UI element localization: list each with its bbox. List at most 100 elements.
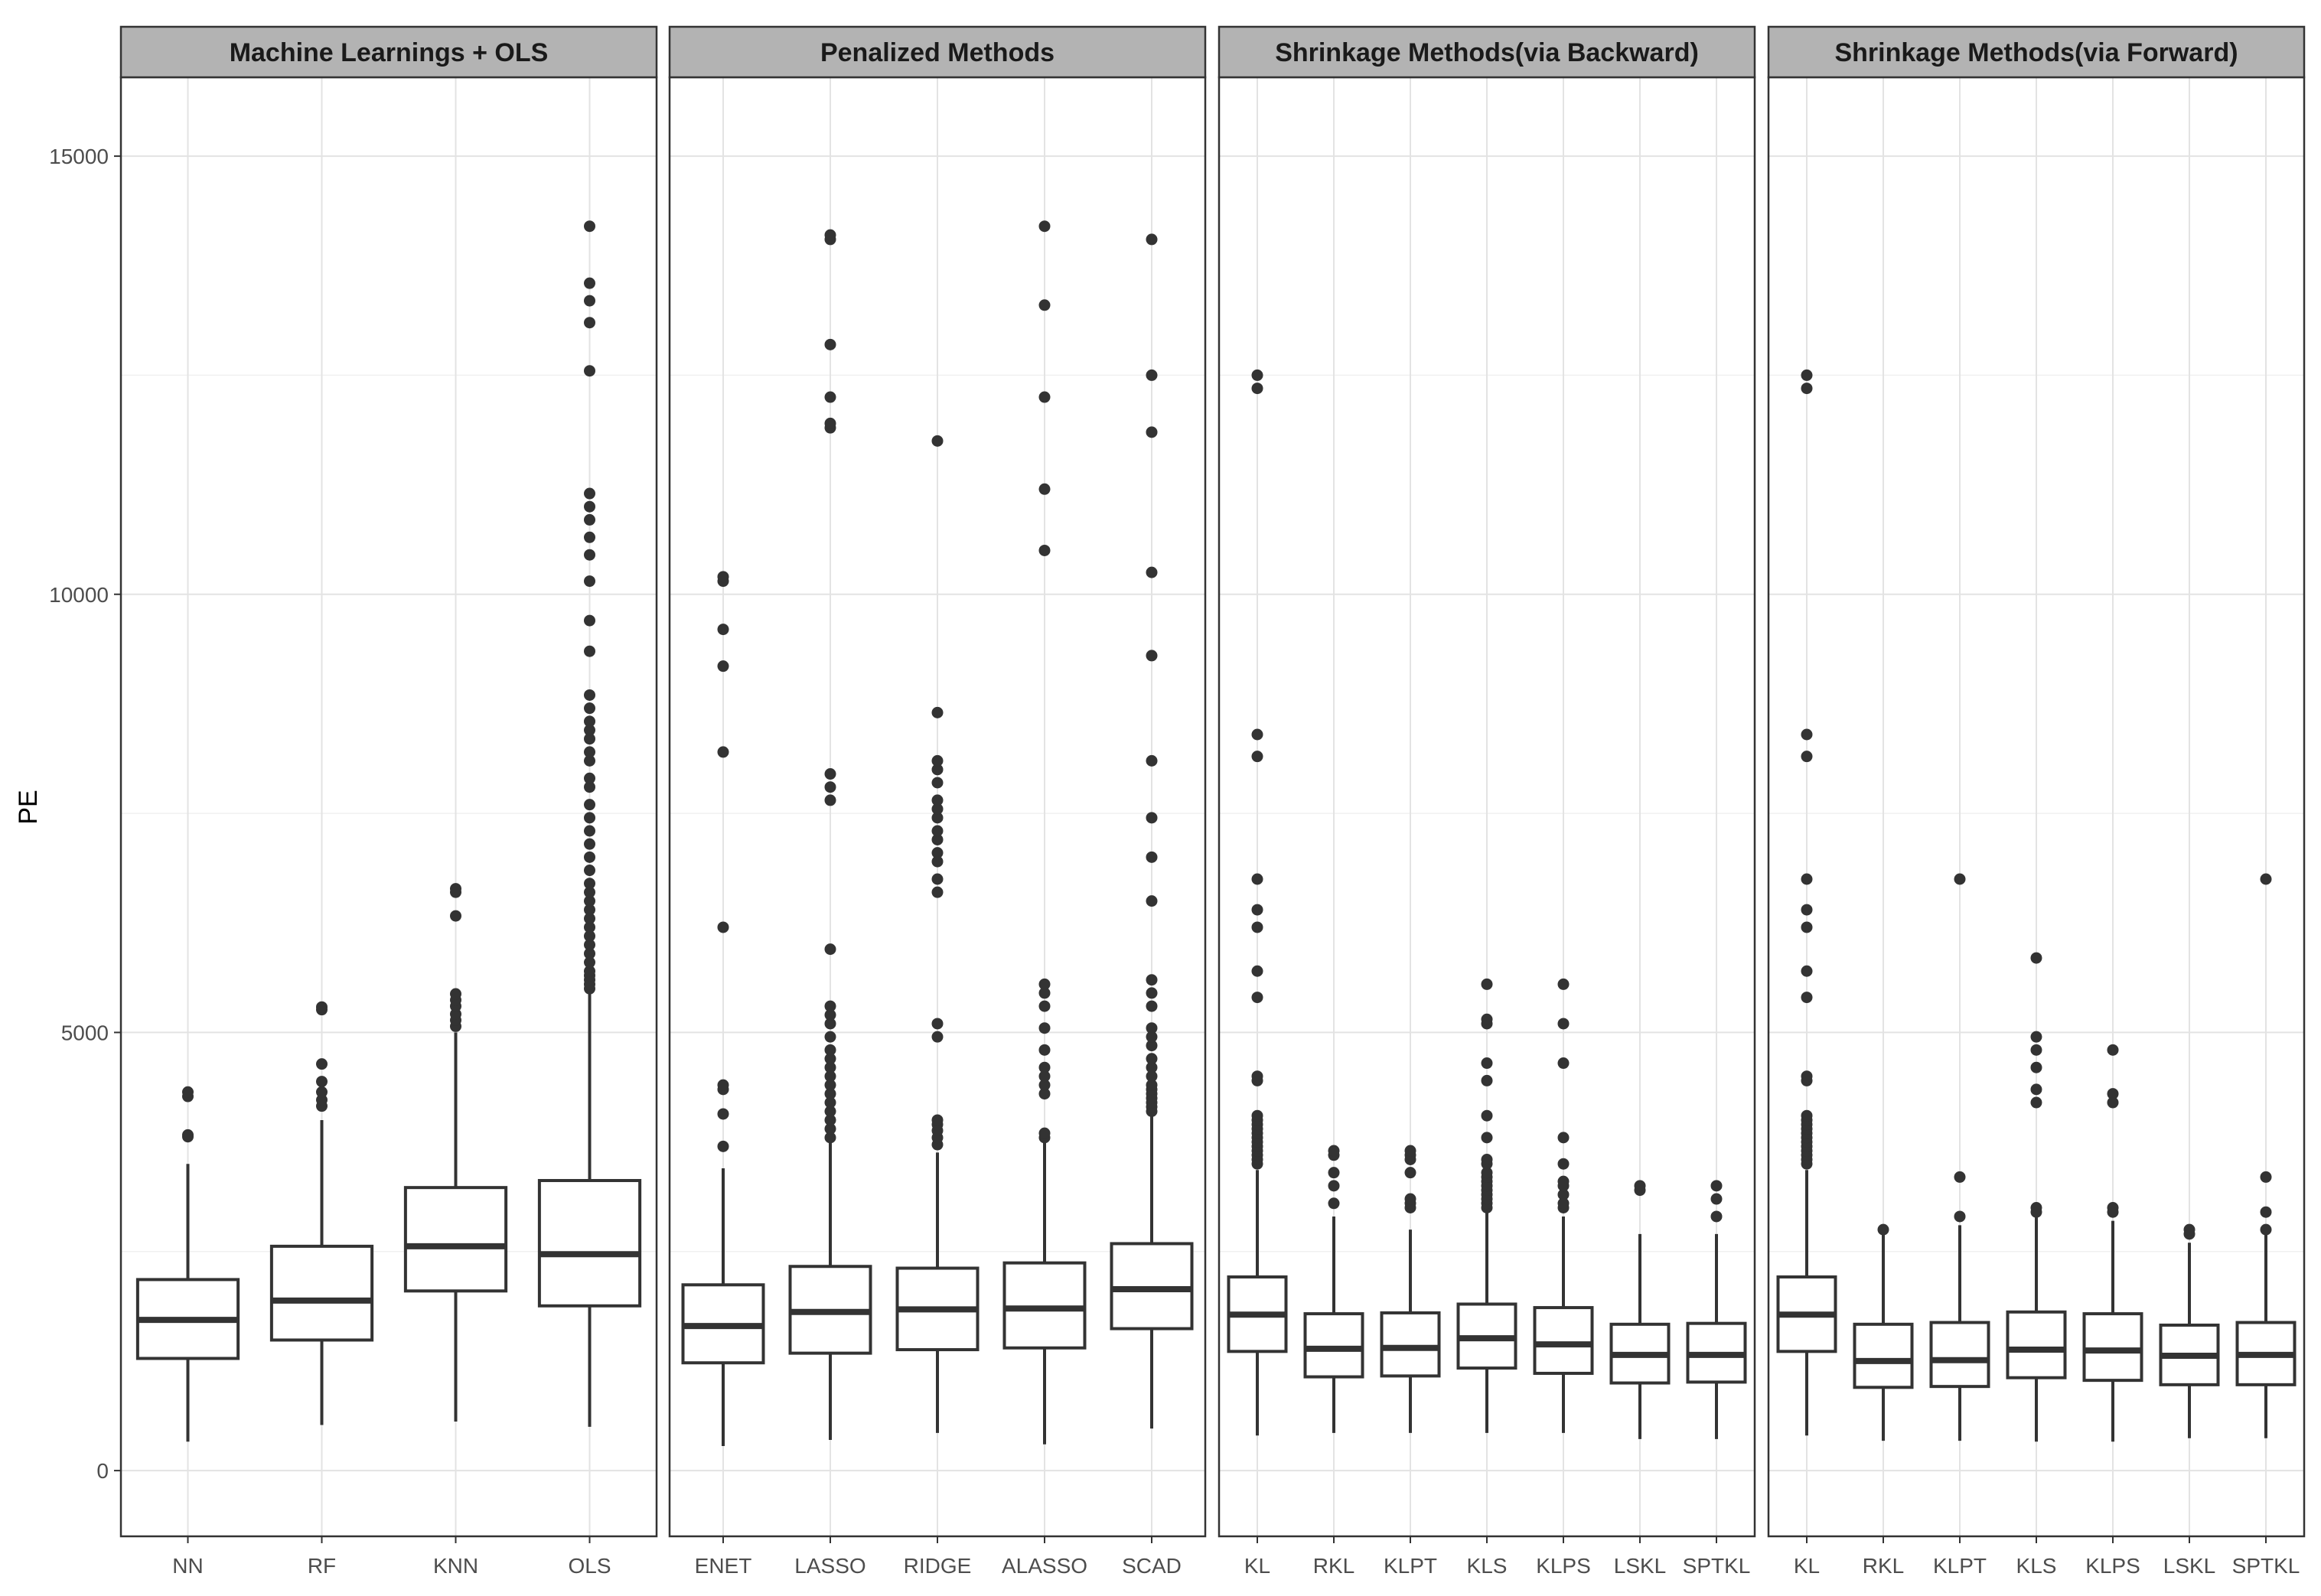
box-nn [135,1086,240,1442]
box-klps [2082,1044,2143,1442]
box-iqr [2082,1312,2143,1383]
outlier-point [717,921,729,933]
outlier-point [1481,1167,1493,1179]
outlier-point [1146,851,1158,863]
outlier-point [931,764,944,776]
box-iqr [1303,1312,1364,1379]
outlier-point [1954,873,1966,885]
facet-strip [668,25,1207,79]
outlier-point [2183,1223,2195,1236]
outlier-point [931,435,944,447]
outlier-point [2260,1206,2272,1218]
box-kl [1776,369,1837,1436]
facet-panel: Shrinkage Methods(via Backward) KL RKL KLPT… [1218,25,1756,1578]
box-rkl [1303,1145,1364,1433]
x-tick-label: LSKL [2163,1554,2216,1578]
outlier-point [584,947,595,959]
x-tick-label: KL [1794,1554,1820,1578]
outlier-point [2107,1201,2119,1213]
outlier-point [1404,1193,1416,1205]
x-tick-label: KL [1244,1554,1270,1578]
outlier-point [1038,1070,1051,1083]
outlier-point [824,1106,836,1118]
outlier-point [1328,1197,1340,1210]
outlier-point [584,724,595,736]
facet-strip [1767,25,2306,79]
box-sptkl [2235,873,2297,1438]
outlier-point [584,733,595,745]
outlier-point [584,921,595,933]
facet-panel: Penalized Methods ENET LASSO RIDGE ALASSO SCA… [668,25,1207,1578]
box-iqr [2006,1310,2067,1379]
outlier-point [1038,483,1051,495]
y-axis-title: PE [14,790,43,824]
outlier-point [2030,1083,2042,1096]
x-tick-label: KLPT [1384,1554,1437,1578]
y-tick-label: 0 [96,1459,109,1483]
facet-strip [1218,25,1756,79]
outlier-point [717,1079,729,1091]
box-ridge [895,435,980,1433]
outlier-point [1557,1057,1570,1070]
outlier-point [1801,965,1813,977]
box-klpt [1929,873,1990,1441]
outlier-point [1251,383,1263,395]
outlier-point [1146,1079,1158,1091]
outlier-point [1038,391,1051,403]
outlier-point [1038,1127,1051,1139]
outlier-point [1557,1018,1570,1030]
outlier-point [584,220,595,233]
outlier-point [1251,965,1263,977]
outlier-point [824,338,836,350]
outlier-point [1251,992,1263,1004]
outlier-point [584,513,595,526]
outlier-point [1801,904,1813,916]
outlier-point [584,865,595,877]
box-sptkl [1686,1180,1747,1439]
outlier-point [1251,369,1263,381]
outlier-point [1038,1061,1051,1073]
outlier-point [824,1053,836,1065]
outlier-point [1801,369,1813,381]
outlier-point [450,883,461,895]
outlier-point [1038,978,1051,990]
outlier-point [1634,1180,1646,1192]
outlier-point [584,702,595,715]
x-tick-label: SPTKL [2232,1554,2300,1578]
outlier-point [824,768,836,780]
box-iqr [1380,1311,1441,1378]
outlier-point [1146,895,1158,907]
outlier-point [1557,1158,1570,1170]
box-klpt [1380,1145,1441,1433]
outlier-point [584,895,595,907]
outlier-point [824,391,836,403]
outlier-point [824,781,836,793]
outlier-point [1404,1167,1416,1179]
x-tick-label: KLS [1467,1554,1508,1578]
box-lskl [1609,1180,1671,1439]
outlier-point [584,878,595,890]
outlier-point [1481,1074,1493,1086]
facet-strip-title: Machine Learnings + OLS [230,38,549,67]
outlier-point [1557,1175,1570,1187]
outlier-point [316,1001,328,1013]
box-lasso [788,229,872,1441]
outlier-point [584,812,595,824]
outlier-point [1146,1053,1158,1065]
outlier-point [1328,1167,1340,1179]
box-knn [403,883,508,1422]
outlier-point [584,549,595,561]
facet-strip [119,25,658,79]
outlier-point [1038,1044,1051,1056]
outlier-point [1251,1070,1263,1083]
outlier-point [1146,1022,1158,1034]
outlier-point [450,988,461,1000]
outlier-point [1801,992,1813,1004]
outlier-point [1557,978,1570,990]
outlier-point [584,645,595,657]
outlier-point [1710,1193,1723,1205]
outlier-point [584,939,595,951]
outlier-point [584,838,595,850]
outlier-point [931,803,944,815]
outlier-point [584,965,595,977]
